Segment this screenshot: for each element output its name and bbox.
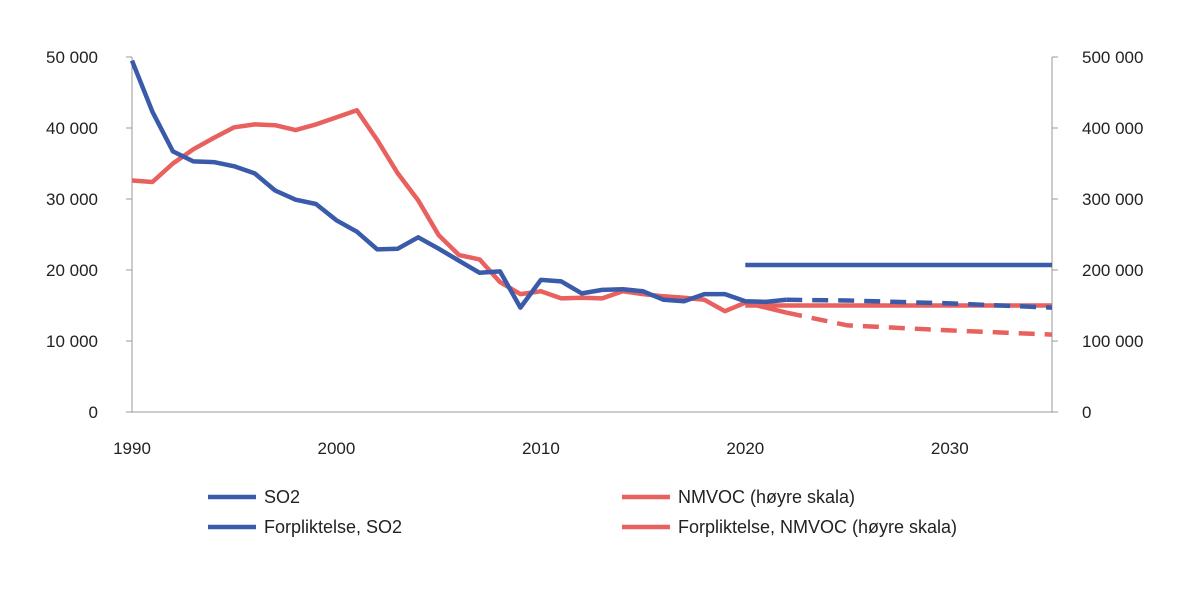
y-right-tick-label: 300 000	[1082, 190, 1143, 209]
legend-label: SO2	[264, 487, 300, 507]
y-right-tick-label: 0	[1082, 403, 1091, 422]
legend-label: Forpliktelse, NMVOC (høyre skala)	[678, 517, 957, 537]
legend-item: SO2	[208, 487, 300, 507]
y-left-tick-label: 30 000	[46, 190, 98, 209]
y-left-tick-label: 10 000	[46, 332, 98, 351]
series-line-so2-projection	[786, 297, 1053, 310]
legend-label: NMVOC (høyre skala)	[678, 487, 855, 507]
series-line-so2	[129, 59, 787, 310]
x-tick-label: 2010	[522, 439, 560, 458]
legend-item: Forpliktelse, NMVOC (høyre skala)	[622, 517, 957, 537]
y-left-tick-label: 20 000	[46, 261, 98, 280]
y-left-tick-label: 40 000	[46, 119, 98, 138]
y-right-tick-label: 500 000	[1082, 48, 1143, 67]
legend-item: NMVOC (høyre skala)	[622, 487, 855, 507]
x-tick-label: 2020	[726, 439, 764, 458]
y-right-tick-label: 400 000	[1082, 119, 1143, 138]
legend-label: Forpliktelse, SO2	[264, 517, 402, 537]
legend: SO2 Forpliktelse, SO2 NMVOC (høyre skala) F…	[208, 487, 957, 537]
legend-item: Forpliktelse, SO2	[208, 517, 402, 537]
y-left-tick-label: 0	[89, 403, 98, 422]
x-tick-label: 2000	[318, 439, 356, 458]
series-line-nmvoc-h-yre-skala	[131, 108, 787, 315]
y-left-tick-label: 50 000	[46, 48, 98, 67]
y-right-tick-label: 200 000	[1082, 261, 1143, 280]
y-right-tick-label: 100 000	[1082, 332, 1143, 351]
series-line-nmvoc-projection	[785, 310, 1053, 337]
x-tick-label: 1990	[113, 439, 151, 458]
x-tick-label: 2030	[931, 439, 969, 458]
